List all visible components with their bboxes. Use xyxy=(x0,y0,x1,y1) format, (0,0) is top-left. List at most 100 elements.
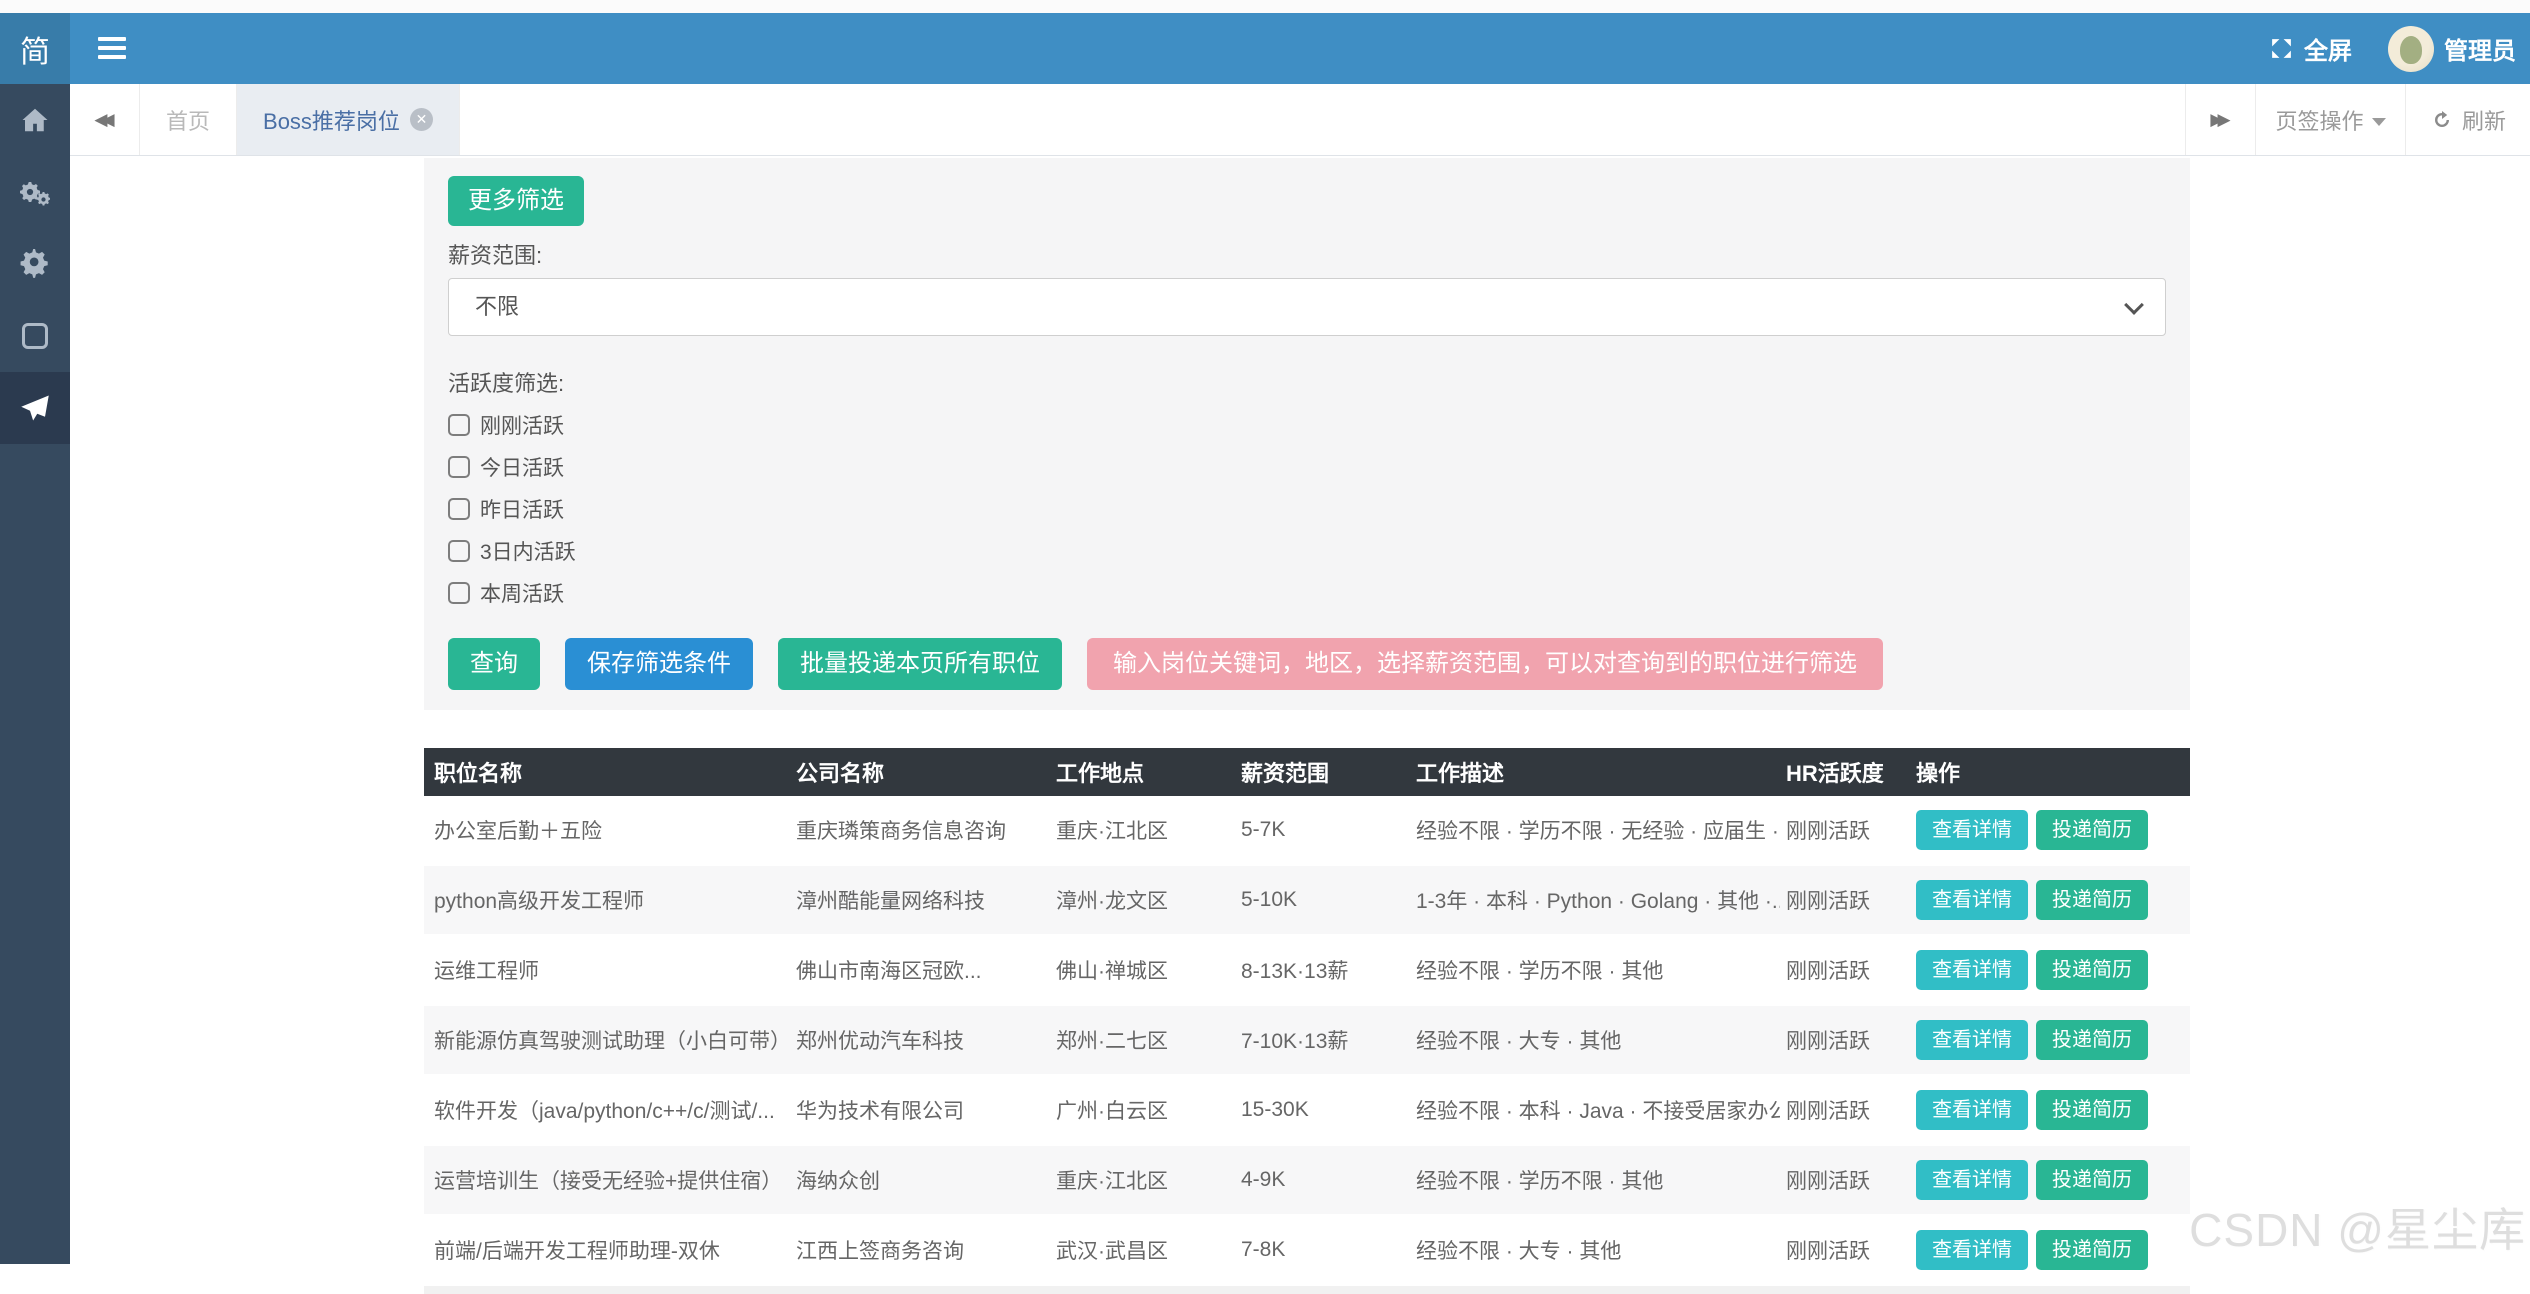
job-description: 经验不限 · 学历不限 · 其他 xyxy=(1410,1165,1780,1195)
view-detail-button[interactable]: 查看详情 xyxy=(1916,1090,2028,1130)
square-icon xyxy=(22,323,48,349)
salary-range: 7-10K·13薪 xyxy=(1235,1025,1410,1055)
view-detail-button[interactable]: 查看详情 xyxy=(1916,950,2028,990)
hr-activity: 刚刚活跃 xyxy=(1780,1235,1910,1265)
apply-resume-button[interactable]: 投递简历 xyxy=(2036,1230,2148,1270)
apply-resume-button[interactable]: 投递简历 xyxy=(2036,1020,2148,1060)
col-ops-header: 操作 xyxy=(1910,756,2190,788)
fullscreen-button[interactable]: 全屏 xyxy=(2269,31,2352,66)
activity-checkbox-row: 今日活跃 xyxy=(448,452,2166,482)
salary-range-label: 薪资范围: xyxy=(448,238,2166,270)
table-header-row: 职位名称 公司名称 工作地点 薪资范围 工作描述 HR活跃度 操作 xyxy=(424,748,2190,796)
view-detail-button[interactable]: 查看详情 xyxy=(1916,810,2028,850)
company-name: 重庆璘策商务信息咨询 xyxy=(790,815,1050,845)
tab-boss-jobs[interactable]: Boss推荐岗位 ✕ xyxy=(237,84,460,155)
chevron-down-icon xyxy=(2372,118,2386,126)
col-title-header: 职位名称 xyxy=(424,756,790,788)
hr-activity: 刚刚活跃 xyxy=(1780,955,1910,985)
sidebar-toggle-icon[interactable] xyxy=(98,37,126,61)
tab-boss-jobs-label: Boss推荐岗位 xyxy=(263,104,400,136)
job-location: 武汉·武昌区 xyxy=(1050,1235,1235,1265)
tabs-scroll-right-button[interactable]: ▶▶ xyxy=(2185,84,2255,155)
checkbox[interactable] xyxy=(448,498,470,520)
sidebar-item-home[interactable] xyxy=(0,84,70,156)
company-name: 郑州优动汽车科技 xyxy=(790,1025,1050,1055)
apply-resume-button[interactable]: 投递简历 xyxy=(2036,1160,2148,1200)
job-title: 运营培训生（接受无经验+提供住宿） xyxy=(424,1165,790,1195)
activity-checkbox-row: 昨日活跃 xyxy=(448,494,2166,524)
apply-resume-button[interactable]: 投递简历 xyxy=(2036,880,2148,920)
refresh-label: 刷新 xyxy=(2462,104,2506,136)
job-title: 办公室后勤＋五险 xyxy=(424,815,790,845)
salary-range: 4-9K xyxy=(1235,1168,1410,1192)
tab-home-label: 首页 xyxy=(166,104,210,136)
sidebar xyxy=(0,84,70,1264)
sidebar-item-settings[interactable] xyxy=(0,228,70,300)
tab-home[interactable]: 首页 xyxy=(140,84,237,155)
paper-plane-icon xyxy=(20,393,50,423)
main-content: 更多筛选 薪资范围: 不限 活跃度筛选: 刚刚活跃 今日活跃 xyxy=(70,156,2530,1264)
tabs-scroll-left-button[interactable]: ◀◀ xyxy=(70,84,140,155)
table-row: python高级开发工程师 漳州酷能量网络科技 漳州·龙文区 5-10K 1-3… xyxy=(424,866,2190,936)
col-hr-header: HR活跃度 xyxy=(1780,756,1910,788)
activity-checkbox-list: 刚刚活跃 今日活跃 昨日活跃 3日内活跃 xyxy=(448,410,2166,608)
table-row: 办公室后勤＋五险 重庆璘策商务信息咨询 重庆·江北区 5-7K 经验不限 · 学… xyxy=(424,796,2190,866)
job-title: 运维工程师 xyxy=(424,955,790,985)
checkbox[interactable] xyxy=(448,414,470,436)
tab-close-icon[interactable]: ✕ xyxy=(410,108,433,131)
job-description: 经验不限 · 学历不限 · 其他 xyxy=(1410,955,1780,985)
view-detail-button[interactable]: 查看详情 xyxy=(1916,880,2028,920)
apply-resume-button[interactable]: 投递简历 xyxy=(2036,950,2148,990)
save-filter-button[interactable]: 保存筛选条件 xyxy=(565,638,753,690)
jobs-table: 职位名称 公司名称 工作地点 薪资范围 工作描述 HR活跃度 操作 办公室后勤＋… xyxy=(424,748,2190,1294)
job-description: 经验不限 · 学历不限 · 无经验 · 应届生 · ... xyxy=(1410,815,1780,845)
query-button[interactable]: 查询 xyxy=(448,638,540,690)
salary-select[interactable]: 不限 xyxy=(448,278,2166,336)
gear-icon xyxy=(20,249,50,279)
hr-activity: 刚刚活跃 xyxy=(1780,815,1910,845)
chevron-down-icon xyxy=(2124,295,2144,315)
salary-range: 8-13K·13薪 xyxy=(1235,955,1410,985)
batch-apply-button[interactable]: 批量投递本页所有职位 xyxy=(778,638,1062,690)
salary-select-value: 不限 xyxy=(475,294,519,319)
gears-icon xyxy=(20,177,50,207)
checkbox[interactable] xyxy=(448,540,470,562)
checkbox[interactable] xyxy=(448,456,470,478)
job-location: 漳州·龙文区 xyxy=(1050,885,1235,915)
job-description: 1-3年 · 本科 · Python · Golang · 其他 ·... xyxy=(1410,885,1780,915)
table-row: 运营培训生（接受无经验+提供住宿） 海纳众创 重庆·江北区 4-9K 经验不限 … xyxy=(424,1146,2190,1216)
apply-resume-button[interactable]: 投递简历 xyxy=(2036,1090,2148,1130)
apply-resume-button[interactable]: 投递简历 xyxy=(2036,810,2148,850)
refresh-button[interactable]: 刷新 xyxy=(2405,84,2530,155)
table-row: 软件开发（java/python/c++/c/测试/... 华为技术有限公司 广… xyxy=(424,1076,2190,1146)
col-company-header: 公司名称 xyxy=(790,756,1050,788)
tab-operations-dropdown[interactable]: 页签操作 xyxy=(2255,84,2405,155)
table-body: 办公室后勤＋五险 重庆璘策商务信息咨询 重庆·江北区 5-7K 经验不限 · 学… xyxy=(424,796,2190,1286)
next-row-partial xyxy=(424,1286,2190,1294)
user-menu[interactable]: 管理员 xyxy=(2388,26,2516,72)
hr-activity: 刚刚活跃 xyxy=(1780,1095,1910,1125)
col-desc-header: 工作描述 xyxy=(1410,756,1780,788)
sidebar-item-system[interactable] xyxy=(0,156,70,228)
company-name: 江西上签商务咨询 xyxy=(790,1235,1050,1265)
more-filters-button[interactable]: 更多筛选 xyxy=(448,176,584,226)
app-logo[interactable]: 简 xyxy=(0,13,70,84)
activity-filter-label: 活跃度筛选: xyxy=(448,366,2166,398)
view-detail-button[interactable]: 查看详情 xyxy=(1916,1230,2028,1270)
company-name: 佛山市南海区冠欧... xyxy=(790,955,1050,985)
job-title: 前端/后端开发工程师助理-双休 xyxy=(424,1235,790,1265)
user-label: 管理员 xyxy=(2444,31,2516,66)
sidebar-item-boss-jobs[interactable] xyxy=(0,372,70,444)
sidebar-item-tasks[interactable] xyxy=(0,300,70,372)
company-name: 漳州酷能量网络科技 xyxy=(790,885,1050,915)
col-location-header: 工作地点 xyxy=(1050,756,1235,788)
view-detail-button[interactable]: 查看详情 xyxy=(1916,1160,2028,1200)
job-location: 郑州·二七区 xyxy=(1050,1025,1235,1055)
salary-range: 15-30K xyxy=(1235,1098,1410,1122)
checkbox[interactable] xyxy=(448,582,470,604)
activity-checkbox-row: 3日内活跃 xyxy=(448,536,2166,566)
job-location: 广州·白云区 xyxy=(1050,1095,1235,1125)
filter-panel: 更多筛选 薪资范围: 不限 活跃度筛选: 刚刚活跃 今日活跃 xyxy=(424,158,2190,710)
view-detail-button[interactable]: 查看详情 xyxy=(1916,1020,2028,1060)
table-row: 新能源仿真驾驶测试助理（小白可带）-... 郑州优动汽车科技 郑州·二七区 7-… xyxy=(424,1006,2190,1076)
